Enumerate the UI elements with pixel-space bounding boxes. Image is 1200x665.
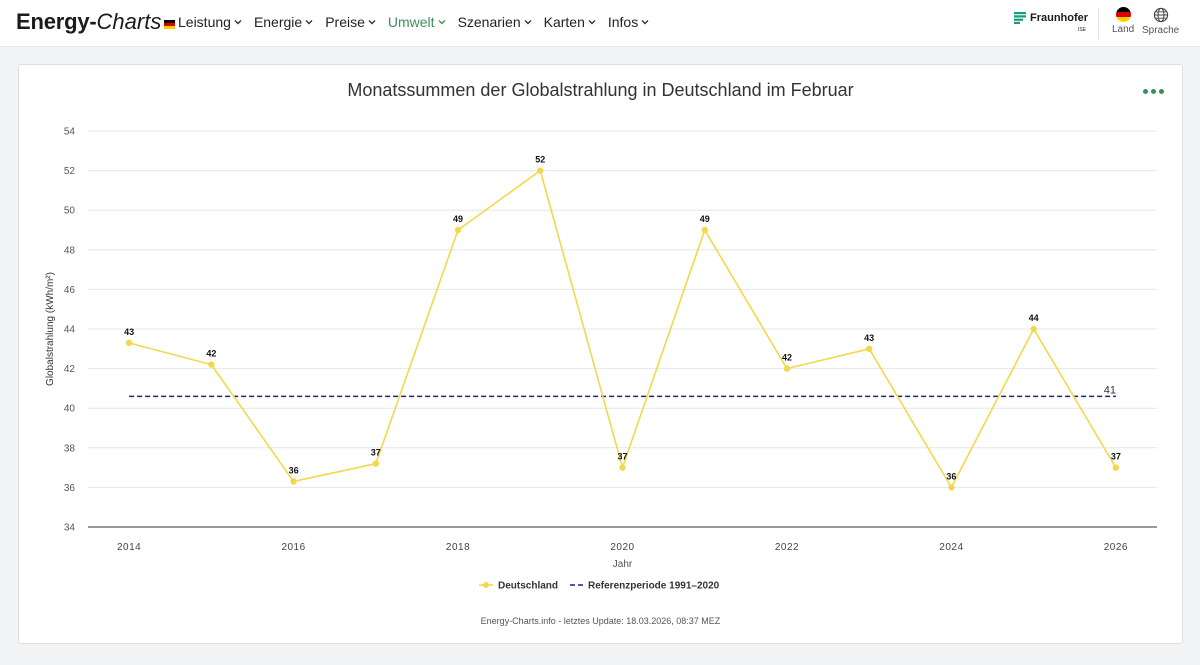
fraunhofer-subtext: ISE xyxy=(1078,27,1087,33)
energy-charts-logo[interactable]: Energy- Charts xyxy=(16,9,176,37)
data-label: 52 xyxy=(535,155,545,165)
y-tick-label: 46 xyxy=(64,285,76,296)
data-point xyxy=(865,345,873,352)
data-label: 44 xyxy=(1029,313,1039,323)
data-label: 37 xyxy=(371,448,381,458)
data-point xyxy=(454,226,462,234)
data-label: 37 xyxy=(617,452,627,462)
nav-item-label: Infos xyxy=(607,14,639,30)
y-tick-label: 40 xyxy=(64,404,76,415)
y-axis-title: Globalstrahlung (kWh/m²) xyxy=(45,272,56,386)
y-tick-label: 48 xyxy=(64,245,76,256)
data-label: 36 xyxy=(946,471,956,481)
nav-item-preise[interactable]: Preise xyxy=(325,14,376,30)
x-tick-label: 2026 xyxy=(1104,542,1128,553)
y-tick-label: 50 xyxy=(64,206,76,217)
nav-item-label: Preise xyxy=(325,14,365,30)
data-label: 43 xyxy=(864,333,874,343)
reference-line-label: 41 xyxy=(1104,384,1116,396)
fraunhofer-mark-icon xyxy=(1014,12,1026,24)
chevron-down-icon xyxy=(641,20,649,25)
y-tick-label: 42 xyxy=(64,364,76,375)
nav-item-infos[interactable]: Infos xyxy=(608,14,649,30)
logo-text-italic: Charts xyxy=(96,9,162,34)
data-point xyxy=(1112,464,1120,471)
data-point xyxy=(1030,325,1037,333)
fraunhofer-logo[interactable]: Fraunhofer ISE xyxy=(1014,12,1089,33)
country-selector[interactable]: Land xyxy=(1112,7,1134,35)
chevron-down-icon xyxy=(524,20,532,25)
language-selector[interactable]: Sprache xyxy=(1142,7,1179,36)
chevron-down-icon xyxy=(588,20,596,25)
data-point xyxy=(701,226,708,234)
data-point xyxy=(125,339,133,347)
x-tick-label: 2018 xyxy=(446,542,470,553)
chart-title: Monatssummen der Globalstrahlung in Deut… xyxy=(347,80,854,100)
data-point xyxy=(619,464,626,471)
x-tick-label: 2014 xyxy=(117,542,141,553)
legend-marker-deutschland xyxy=(483,582,489,588)
y-tick-label: 38 xyxy=(64,443,76,454)
header-divider xyxy=(1098,8,1099,40)
nav-item-karten[interactable]: Karten xyxy=(544,14,596,30)
x-axis-title: Jahr xyxy=(613,559,633,570)
grid-lines xyxy=(88,130,1157,488)
chevron-down-icon xyxy=(438,20,446,25)
chevron-down-icon xyxy=(305,20,313,25)
series-layer: 43 42 36 37 49 52 37 49 42 43 36 44 37 xyxy=(124,155,1121,491)
y-axis: 34 36 38 40 42 44 46 48 50 52 54 Globalstrahlung (k… xyxy=(45,127,75,534)
nav-item-umwelt[interactable]: Umwelt xyxy=(388,14,446,30)
logo-text-strong: Energy- xyxy=(16,9,97,34)
data-label: 49 xyxy=(700,214,710,224)
chevron-down-icon xyxy=(234,20,242,25)
y-tick-label: 54 xyxy=(64,127,76,138)
nav-item-label: Umwelt xyxy=(387,14,435,30)
y-tick-label: 52 xyxy=(64,166,76,177)
data-label: 37 xyxy=(1111,452,1121,462)
data-point xyxy=(783,365,791,372)
line-chart: 34 36 38 40 42 44 46 48 50 52 54 Globalstrahlung (k… xyxy=(45,127,1157,592)
footer-update-text: Energy-Charts.info - letztes Update: 18.… xyxy=(480,616,721,626)
data-point xyxy=(208,361,215,368)
chart-menu-icon[interactable] xyxy=(1143,89,1164,94)
data-point xyxy=(290,478,297,485)
germany-flag-icon xyxy=(1115,7,1131,22)
nav-item-label: Leistung xyxy=(178,14,231,30)
data-label: 43 xyxy=(124,327,134,337)
germany-flag-icon xyxy=(164,20,176,29)
language-selector-label: Sprache xyxy=(1142,25,1180,36)
data-point xyxy=(537,167,544,174)
top-navigation-bar: Energy- Charts Leistung Energie Preise U… xyxy=(0,0,1200,47)
x-tick-label: 2022 xyxy=(775,542,799,553)
data-point xyxy=(948,484,955,491)
legend-label-referenz: Referenzperiode 1991–2020 xyxy=(588,581,720,592)
nav-item-label: Energie xyxy=(253,14,303,30)
data-label: 36 xyxy=(289,465,299,475)
country-selector-label: Land xyxy=(1112,24,1135,35)
nav-item-szenarien[interactable]: Szenarien xyxy=(458,14,532,30)
nav-item-label: Karten xyxy=(543,14,585,30)
nav-item-leistung[interactable]: Leistung xyxy=(178,14,242,30)
data-point xyxy=(372,460,380,467)
x-tick-label: 2024 xyxy=(939,542,963,553)
y-tick-label: 36 xyxy=(64,483,76,494)
chevron-down-icon xyxy=(368,20,376,25)
x-axis: 2014 2016 2018 2020 2022 2024 2026 Jahr xyxy=(88,526,1157,570)
legend: Deutschland Referenzperiode 1991–2020 xyxy=(479,581,720,592)
main-nav: Leistung Energie Preise Umwelt Szenarien… xyxy=(178,14,649,30)
fraunhofer-text: Fraunhofer xyxy=(1030,12,1089,24)
data-label: 42 xyxy=(782,353,792,363)
x-tick-label: 2016 xyxy=(281,542,305,553)
chart-card: Monatssummen der Globalstrahlung in Deut… xyxy=(18,64,1183,644)
y-tick-label: 44 xyxy=(64,325,76,336)
legend-label-deutschland: Deutschland xyxy=(498,581,558,592)
nav-item-energie[interactable]: Energie xyxy=(254,14,313,30)
data-label: 42 xyxy=(206,349,216,359)
reference-line-layer: 41 xyxy=(129,384,1116,398)
globe-icon xyxy=(1153,7,1168,23)
x-tick-label: 2020 xyxy=(610,542,634,553)
nav-item-label: Szenarien xyxy=(457,14,521,30)
data-label: 49 xyxy=(453,214,463,224)
y-tick-label: 34 xyxy=(64,523,76,534)
